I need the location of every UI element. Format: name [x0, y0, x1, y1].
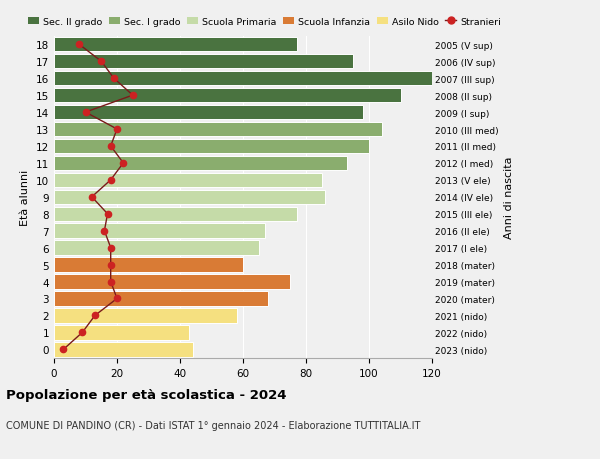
Bar	[54, 275, 290, 289]
Bar	[54, 308, 236, 323]
Text: Popolazione per età scolastica - 2024: Popolazione per età scolastica - 2024	[6, 388, 287, 401]
Bar	[54, 157, 347, 171]
Legend: Sec. II grado, Sec. I grado, Scuola Primaria, Scuola Infanzia, Asilo Nido, Stran: Sec. II grado, Sec. I grado, Scuola Prim…	[24, 14, 505, 30]
Bar	[54, 106, 362, 120]
Bar	[54, 291, 268, 306]
Bar	[54, 207, 296, 221]
Y-axis label: Anni di nascita: Anni di nascita	[504, 156, 514, 239]
Bar	[54, 140, 369, 154]
Bar	[54, 325, 190, 340]
Bar	[54, 89, 401, 103]
Bar	[54, 123, 382, 137]
Bar	[54, 258, 243, 272]
Y-axis label: Età alunni: Età alunni	[20, 169, 31, 225]
Bar	[54, 190, 325, 205]
Bar	[54, 342, 193, 357]
Bar	[54, 241, 259, 255]
Bar	[54, 224, 265, 238]
Bar	[54, 55, 353, 69]
Text: COMUNE DI PANDINO (CR) - Dati ISTAT 1° gennaio 2024 - Elaborazione TUTTITALIA.IT: COMUNE DI PANDINO (CR) - Dati ISTAT 1° g…	[6, 420, 421, 430]
Bar	[54, 173, 322, 188]
Bar	[54, 38, 296, 52]
Bar	[54, 72, 432, 86]
